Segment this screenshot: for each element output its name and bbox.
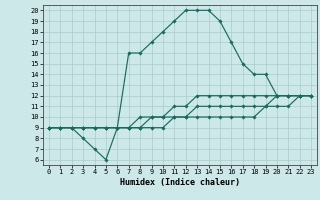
X-axis label: Humidex (Indice chaleur): Humidex (Indice chaleur): [120, 178, 240, 187]
